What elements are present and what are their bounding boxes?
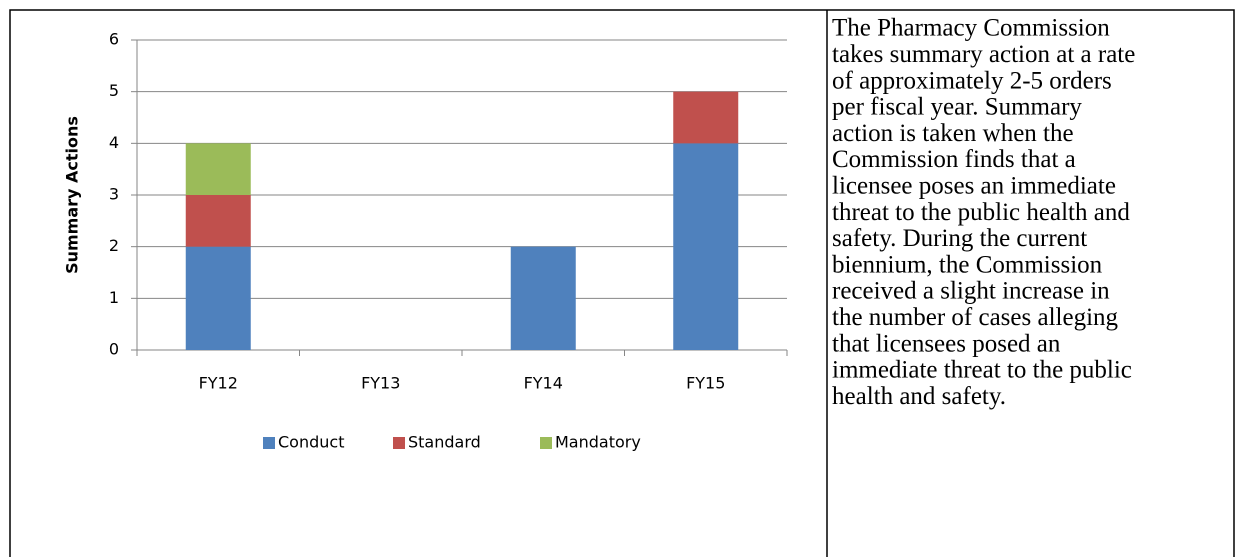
- bar: [185, 195, 251, 247]
- bar: [673, 91, 739, 144]
- bar: [185, 143, 251, 195]
- y-axis-label: Summary Actions: [63, 116, 82, 274]
- y-tick-label: 4: [109, 133, 119, 152]
- bar: [673, 143, 739, 350]
- paragraph-line: Commission finds that a: [832, 146, 1076, 173]
- legend-swatch: [393, 437, 405, 449]
- y-tick-label: 3: [109, 185, 119, 204]
- paragraph-line: takes summary action at a rate: [832, 41, 1135, 68]
- paragraph-line: the number of cases alleging: [832, 304, 1119, 331]
- paragraph-line: per fiscal year. Summary: [832, 94, 1082, 121]
- y-tick-label: 5: [109, 81, 119, 100]
- y-tick-label: 2: [109, 236, 119, 255]
- legend-swatch: [540, 437, 552, 449]
- paragraph-line: received a slight increase in: [832, 278, 1110, 305]
- legend-swatch: [263, 437, 275, 449]
- y-tick-label: 0: [109, 340, 119, 359]
- legend-label: Mandatory: [555, 433, 641, 452]
- paragraph-line: that licensees posed an: [832, 330, 1061, 357]
- paragraph-line: licensee poses an immediate: [832, 173, 1116, 200]
- x-tick-label: FY15: [686, 374, 725, 393]
- x-tick-label: FY14: [524, 374, 563, 393]
- paragraph-line: biennium, the Commission: [832, 251, 1103, 278]
- paragraph-line: threat to the public health and: [832, 199, 1130, 226]
- paragraph-line: The Pharmacy Commission: [832, 15, 1110, 42]
- table-border: [9, 9, 1235, 557]
- paragraph-line: action is taken when the: [832, 120, 1074, 147]
- paragraph-line: of approximately 2-5 orders: [832, 67, 1112, 94]
- y-tick-label: 1: [109, 288, 119, 307]
- legend-label: Standard: [408, 433, 481, 452]
- x-tick-label: FY12: [199, 374, 238, 393]
- x-tick-label: FY13: [361, 374, 400, 393]
- paragraph-line: safety. During the current: [832, 225, 1087, 252]
- bar: [185, 246, 251, 350]
- paragraph-line: health and safety.: [832, 383, 1006, 410]
- bar: [510, 246, 576, 350]
- legend-label: Conduct: [278, 433, 344, 452]
- paragraph-line: immediate threat to the public: [832, 357, 1132, 384]
- y-tick-label: 6: [109, 30, 119, 49]
